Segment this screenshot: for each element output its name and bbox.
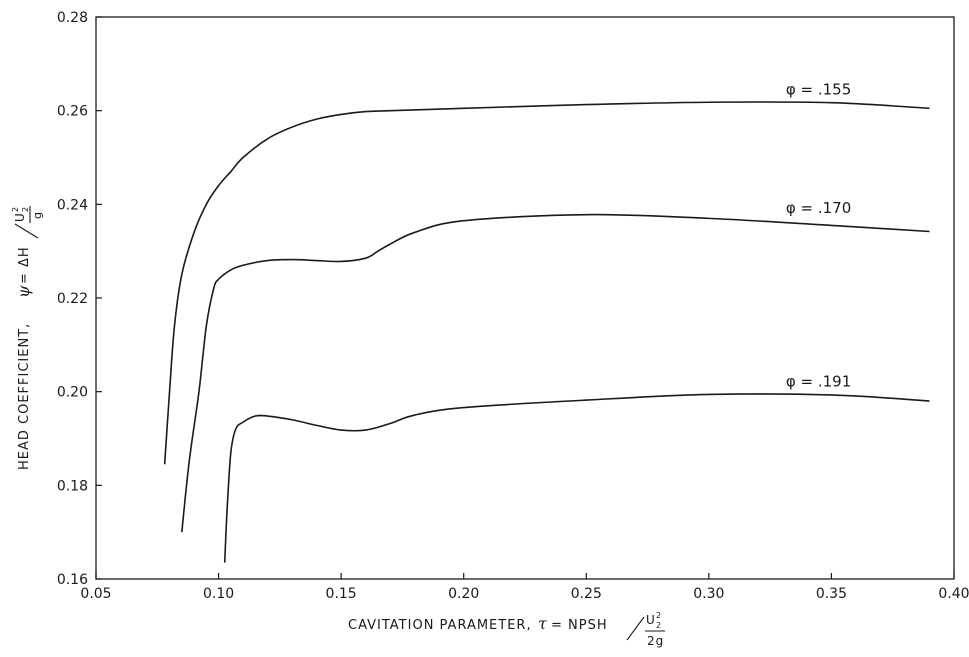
series-label-1: φ = .155 <box>786 80 851 98</box>
series-curves <box>163 101 930 563</box>
series-label-3: φ = .191 <box>786 373 851 391</box>
y-axis-title-num-sub: 2 <box>21 207 30 212</box>
series-labels: φ = .155 φ = .170 φ = .191 <box>786 80 851 390</box>
y-axis-title-symbol: ψ <box>14 284 33 298</box>
x-tick-label: 0.20 <box>448 586 479 602</box>
y-axis-title: HEAD COEFFICIENT, ψ = ΔH U 2 2 g <box>11 206 44 470</box>
y-tick-label: 0.16 <box>57 572 88 588</box>
series-label-2: φ = .170 <box>786 199 851 217</box>
x-tick-label: 0.15 <box>326 586 357 602</box>
x-axis-title-num-sub: 2 <box>656 621 661 630</box>
x-tick-label: 0.10 <box>203 586 234 602</box>
x-axis-title-eq: = NPSH <box>551 618 608 633</box>
series-line-2 <box>181 213 930 533</box>
x-tick-label: 0.35 <box>816 586 847 602</box>
y-tick-label: 0.28 <box>57 10 88 26</box>
y-axis-title-den: g <box>31 211 44 219</box>
x-axis-title: CAVITATION PARAMETER, τ = NPSH U 2 2 2g <box>348 611 665 648</box>
y-axis-title-num: U <box>13 212 27 222</box>
y-axis-title-eq: = ΔH <box>17 246 32 284</box>
series-line-1 <box>163 101 930 465</box>
axis-ticks: 0.05 0.10 0.15 0.20 0.25 0.30 0.35 0.40 0.16 0.18… <box>57 10 969 602</box>
x-tick-label: 0.05 <box>80 586 111 602</box>
x-axis-title-num-sup: 2 <box>656 611 661 620</box>
x-axis-title-slash <box>626 616 645 641</box>
y-tick-label: 0.18 <box>57 478 88 494</box>
y-tick-label: 0.20 <box>57 385 88 401</box>
x-tick-label: 0.25 <box>571 586 602 602</box>
x-tick-label: 0.40 <box>938 586 969 602</box>
x-axis-title-prefix: CAVITATION PARAMETER, <box>348 618 532 633</box>
x-tick-label: 0.30 <box>693 586 724 602</box>
y-tick-label: 0.22 <box>57 291 88 307</box>
plot-frame <box>95 16 955 580</box>
y-tick-label: 0.26 <box>57 104 88 120</box>
series-line-3 <box>223 393 930 563</box>
x-axis-title-symbol: τ <box>538 614 548 633</box>
y-axis-title-num-sup: 2 <box>11 207 20 212</box>
y-axis-title-prefix: HEAD COEFFICIENT, <box>17 323 32 470</box>
y-tick-label: 0.24 <box>57 197 88 213</box>
x-axis-title-num: U <box>646 613 656 627</box>
y-axis-title-slash <box>14 223 39 239</box>
x-axis-title-den: 2g <box>647 634 664 648</box>
